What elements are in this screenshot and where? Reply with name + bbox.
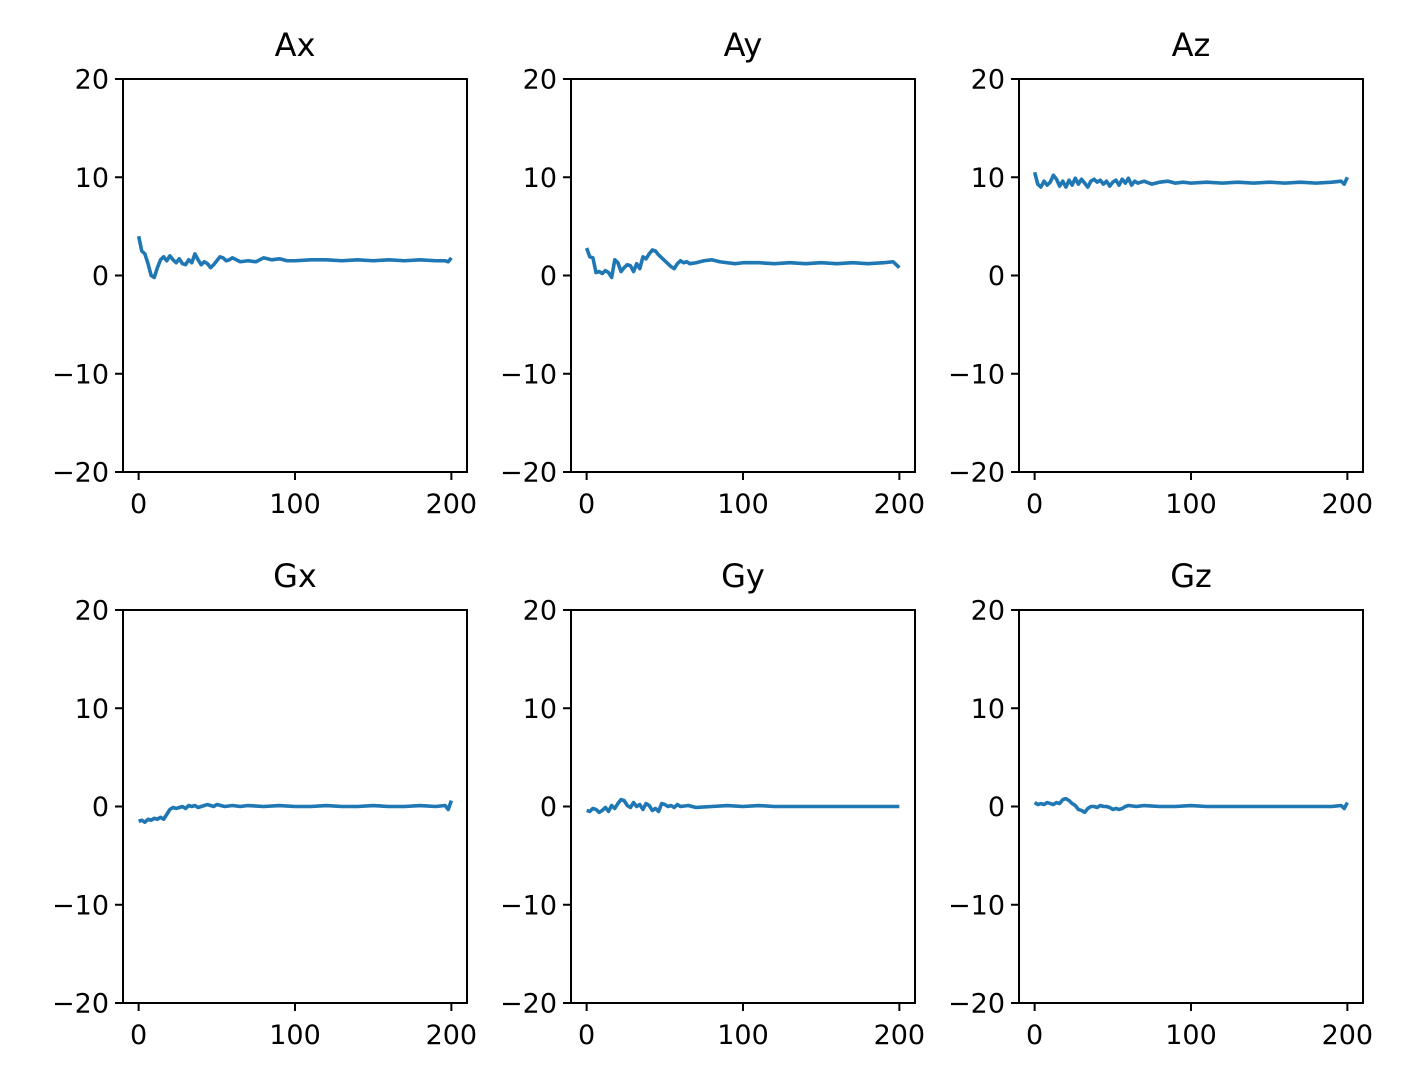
series-line-az	[1032, 171, 1349, 189]
y-tick-label-az: −10	[948, 359, 1005, 390]
y-tick-label-gx: 10	[75, 694, 109, 725]
x-tick-label-gy: 0	[578, 1020, 595, 1051]
axes-frame-az	[1018, 78, 1364, 473]
y-tick-label-ay: 20	[523, 65, 557, 96]
y-tick-label-gx: 20	[75, 596, 109, 627]
y-tick-label-gz: −20	[948, 989, 1005, 1020]
y-tick-label-gx: −20	[52, 989, 109, 1020]
x-tick-label-ay: 0	[578, 489, 595, 520]
x-tick-label-az: 0	[1026, 489, 1043, 520]
y-tick-label-gx: 0	[92, 792, 109, 823]
y-tick-label-gz: 20	[971, 596, 1005, 627]
y-tick-label-gy: 20	[523, 596, 557, 627]
y-tick-label-gx: −10	[52, 890, 109, 921]
series-line-gx	[138, 800, 454, 825]
x-tick-label-az: 100	[1165, 489, 1217, 520]
y-tick-label-gy: −10	[500, 890, 557, 921]
y-tick-label-ax: 10	[75, 163, 109, 194]
x-tick-label-ax: 200	[426, 489, 478, 520]
y-tick-label-ax: −20	[52, 458, 109, 489]
y-tick-label-ax: −10	[52, 359, 109, 390]
axes-frame-ay	[570, 78, 916, 473]
panel-title-gy: Gy	[721, 557, 765, 595]
series-line-gz	[1033, 796, 1349, 815]
series-line-gy	[586, 797, 900, 815]
panel-title-gz: Gz	[1170, 557, 1212, 595]
x-tick-label-gx: 100	[269, 1020, 321, 1051]
panel-title-ay: Ay	[724, 26, 763, 64]
series-line-ay	[584, 247, 901, 280]
x-tick-label-ay: 100	[717, 489, 769, 520]
axes-frame-ax	[122, 78, 468, 473]
panel-title-ax: Ax	[275, 26, 316, 64]
y-tick-label-gz: 10	[971, 694, 1005, 725]
series-line-ax	[136, 235, 453, 280]
panel-title-az: Az	[1172, 26, 1211, 64]
x-tick-label-gy: 100	[717, 1020, 769, 1051]
x-tick-label-gx: 200	[426, 1020, 478, 1051]
x-tick-label-ax: 0	[130, 489, 147, 520]
y-tick-label-ay: −20	[500, 458, 557, 489]
y-tick-label-ax: 20	[75, 65, 109, 96]
x-tick-label-gz: 0	[1026, 1020, 1043, 1051]
y-tick-label-az: 0	[988, 261, 1005, 292]
x-tick-label-gz: 200	[1322, 1020, 1374, 1051]
x-tick-label-ax: 100	[269, 489, 321, 520]
y-tick-label-ay: −10	[500, 359, 557, 390]
y-tick-label-ay: 10	[523, 163, 557, 194]
y-tick-label-ay: 0	[540, 261, 557, 292]
y-tick-label-gz: 0	[988, 792, 1005, 823]
panel-title-gx: Gx	[273, 557, 317, 595]
x-tick-label-gz: 100	[1165, 1020, 1217, 1051]
y-tick-label-ax: 0	[92, 261, 109, 292]
x-tick-label-gy: 200	[874, 1020, 926, 1051]
y-tick-label-gy: 0	[540, 792, 557, 823]
y-tick-label-az: 10	[971, 163, 1005, 194]
y-tick-label-gy: −20	[500, 989, 557, 1020]
y-tick-label-az: 20	[971, 65, 1005, 96]
x-tick-label-az: 200	[1322, 489, 1374, 520]
x-tick-label-gx: 0	[130, 1020, 147, 1051]
x-tick-label-ay: 200	[874, 489, 926, 520]
y-tick-label-gz: −10	[948, 890, 1005, 921]
y-tick-label-az: −20	[948, 458, 1005, 489]
y-tick-label-gy: 10	[523, 694, 557, 725]
